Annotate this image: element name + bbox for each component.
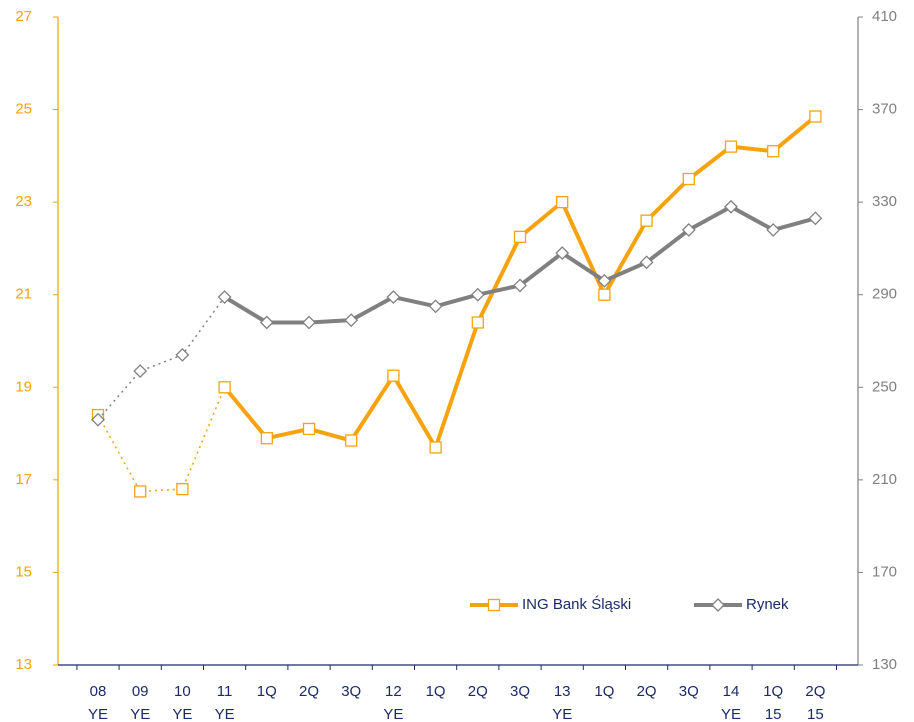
y-tick-label: 15: [15, 563, 32, 580]
y2-tick-label: 410: [872, 8, 897, 25]
marker: [387, 369, 400, 382]
y2-tick-label: 330: [872, 193, 897, 210]
legend-label: Rynek: [746, 596, 789, 613]
x-tick-label: YE: [215, 706, 235, 722]
marker: [766, 222, 781, 237]
x-tick-label: 08: [90, 683, 107, 700]
marker: [471, 316, 484, 329]
x-tick-label: 3Q: [679, 683, 699, 700]
y2-tick-label: 250: [872, 378, 897, 395]
marker: [724, 199, 738, 214]
marker: [260, 432, 273, 445]
y2-tick-label: 210: [872, 471, 897, 488]
legend-marker: [711, 598, 725, 612]
marker: [175, 347, 190, 362]
marker: [682, 172, 695, 186]
marker: [724, 140, 738, 153]
y2-tick-label: 170: [872, 563, 897, 580]
marker: [344, 313, 359, 328]
x-tick-label: YE: [88, 706, 108, 722]
x-tick-label: YE: [130, 706, 150, 722]
x-tick-label: 13: [554, 683, 571, 700]
x-tick-label: 12: [385, 683, 402, 700]
marker: [513, 278, 527, 293]
x-tick-label: 2Q: [299, 683, 319, 700]
y-tick-label: 21: [15, 286, 32, 303]
x-tick-label: 14: [723, 683, 740, 700]
marker: [767, 145, 780, 158]
marker: [217, 290, 232, 304]
x-tick-label: YE: [383, 706, 403, 722]
marker: [91, 412, 105, 427]
x-tick-label: 1Q: [426, 683, 446, 700]
y-tick-label: 17: [15, 471, 32, 488]
marker: [133, 364, 148, 379]
marker: [639, 255, 654, 270]
x-tick-label: 15: [807, 706, 824, 722]
marker: [428, 299, 443, 314]
series-line: [223, 204, 816, 325]
marker: [597, 273, 612, 288]
x-tick-label: 2Q: [805, 683, 825, 700]
x-tick-label: YE: [172, 706, 192, 722]
marker: [470, 287, 485, 302]
x-tick-label: 3Q: [341, 683, 361, 700]
marker: [302, 422, 316, 436]
marker: [556, 195, 569, 209]
marker: [345, 434, 358, 447]
marker: [809, 110, 822, 123]
x-tick-label: 09: [132, 683, 149, 700]
marker: [218, 381, 231, 394]
x-tick-label: 1Q: [257, 683, 277, 700]
legend-label: ING Bank Śląski: [522, 595, 631, 613]
legend-marker: [487, 598, 501, 612]
x-tick-label: 11: [217, 683, 233, 700]
marker: [176, 482, 189, 496]
y2-tick-label: 370: [872, 101, 897, 118]
y-tick-label: 23: [15, 193, 32, 210]
marker: [640, 214, 653, 227]
series-line: [97, 296, 226, 421]
x-tick-label: YE: [552, 706, 572, 722]
marker: [259, 315, 274, 330]
marker: [555, 246, 570, 260]
marker: [681, 222, 696, 237]
y2-tick-label: 130: [872, 656, 897, 673]
y-tick-label: 19: [15, 378, 32, 395]
marker: [134, 485, 147, 498]
marker: [429, 441, 442, 454]
x-tick-label: 1Q: [763, 683, 783, 700]
y2-tick-label: 290: [872, 286, 897, 303]
x-tick-label: 10: [174, 683, 191, 700]
y-tick-label: 27: [15, 8, 32, 25]
marker: [808, 211, 823, 226]
x-tick-label: 1Q: [594, 683, 614, 700]
x-tick-label: 3Q: [510, 683, 530, 700]
marker: [386, 290, 401, 304]
x-tick-label: YE: [721, 706, 741, 722]
marker: [598, 288, 611, 301]
x-tick-label: 15: [765, 706, 782, 722]
x-tick-label: 2Q: [468, 683, 488, 700]
y-tick-label: 25: [15, 101, 32, 118]
x-tick-label: 2Q: [637, 683, 657, 700]
y-tick-label: 13: [15, 656, 32, 673]
marker: [302, 315, 316, 330]
series-line: [97, 386, 226, 493]
marker: [513, 230, 527, 244]
